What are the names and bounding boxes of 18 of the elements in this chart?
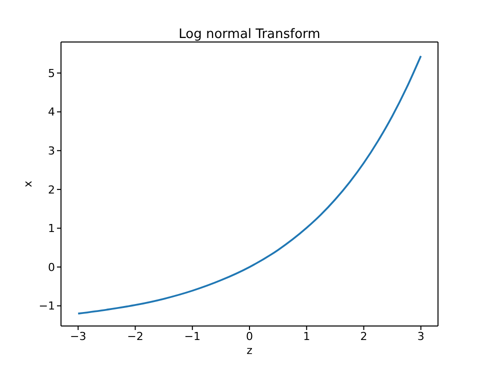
- x-tick-label: −3: [70, 330, 86, 343]
- y-tick-label: 1: [48, 222, 55, 236]
- x-tick-label: 0: [246, 330, 253, 343]
- y-tick-label: 3: [48, 144, 55, 158]
- y-tick-label: 2: [48, 183, 55, 196]
- line-series: [77, 55, 422, 314]
- x-tick-label: 2: [360, 330, 368, 343]
- x-axis-title: z: [246, 344, 254, 357]
- y-tick-label: 0: [48, 260, 55, 274]
- x-tick-label: 1: [303, 330, 310, 343]
- x-tick-label: −1: [184, 330, 200, 343]
- x-tick-label: 3: [417, 330, 424, 343]
- y-tick-label: 5: [48, 66, 55, 80]
- chart-title: Log normal Transform: [178, 27, 322, 42]
- y-tick-label: −1: [38, 300, 55, 313]
- y-tick-label: 4: [48, 106, 55, 119]
- y-axis-title: x: [22, 180, 34, 188]
- x-tick-label: −2: [127, 330, 144, 343]
